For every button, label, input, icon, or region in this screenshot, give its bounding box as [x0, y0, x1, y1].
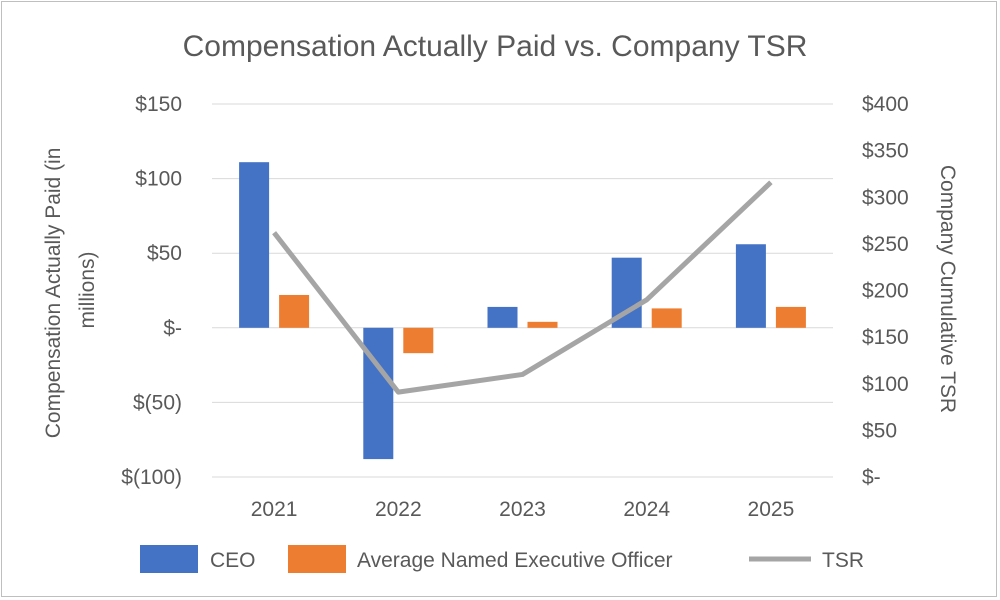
right-tick-label: $-: [862, 466, 881, 489]
neo-bar: [279, 294, 310, 328]
left-tick-label: $100: [135, 168, 182, 191]
ceo-bar: [735, 244, 766, 328]
right-tick-label: $400: [862, 93, 909, 116]
neo-bar: [403, 327, 434, 354]
bars: [239, 162, 806, 460]
legend-label: Average Named Executive Officer: [357, 549, 673, 572]
left-axis-label-line-2: millions): [76, 251, 99, 328]
right-tick-label: $250: [862, 233, 909, 256]
right-tick-label: $200: [862, 280, 909, 303]
tsr-line: [272, 180, 773, 395]
left-tick-label: $(50): [133, 391, 182, 414]
neo-bar: [651, 308, 682, 328]
left-tick-label: $150: [135, 93, 182, 116]
left-axis-label-line-1: Compensation Actually Paid (in: [42, 148, 65, 439]
x-tick-label: 2023: [499, 498, 546, 521]
legend-swatch: [140, 545, 198, 573]
x-tick-label: 2024: [623, 498, 670, 521]
ceo-bar: [239, 162, 270, 328]
right-tick-label: $100: [862, 373, 909, 396]
x-tick-label: 2025: [748, 498, 795, 521]
legend-label: CEO: [210, 549, 256, 572]
right-tick-label: $300: [862, 186, 909, 209]
ceo-bar: [363, 327, 394, 460]
left-axis-label: Compensation Actually Paid (in millions): [42, 142, 99, 439]
right-tick-label: $50: [862, 419, 897, 442]
right-tick-label: $150: [862, 326, 909, 349]
x-axis-ticks: 2021 2022 2023 2024 2025: [251, 498, 795, 521]
left-tick-label: $(100): [121, 466, 182, 489]
left-tick-label: $-: [163, 317, 182, 340]
ceo-bar: [487, 306, 518, 328]
x-tick-label: 2022: [375, 498, 422, 521]
right-tick-label: $350: [862, 140, 909, 163]
x-tick-label: 2021: [251, 498, 298, 521]
legend-label: TSR: [822, 549, 864, 572]
right-axis-ticks: $400 $350 $300 $250 $200 $150 $100 $50 $-: [862, 93, 909, 489]
tsr-line-layer: [272, 180, 773, 395]
chart-title: Compensation Actually Paid vs. Company T…: [183, 30, 808, 63]
neo-bar: [527, 321, 558, 328]
left-axis-ticks: $150 $100 $50 $- $(50) $(100): [121, 93, 182, 489]
legend: CEO Average Named Executive Officer TSR: [140, 545, 864, 573]
left-tick-label: $50: [147, 242, 182, 265]
legend-swatch: [288, 545, 346, 573]
right-axis-label: Company Cumulative TSR: [936, 165, 959, 413]
neo-bar: [775, 306, 806, 328]
gridlines: [212, 103, 833, 478]
